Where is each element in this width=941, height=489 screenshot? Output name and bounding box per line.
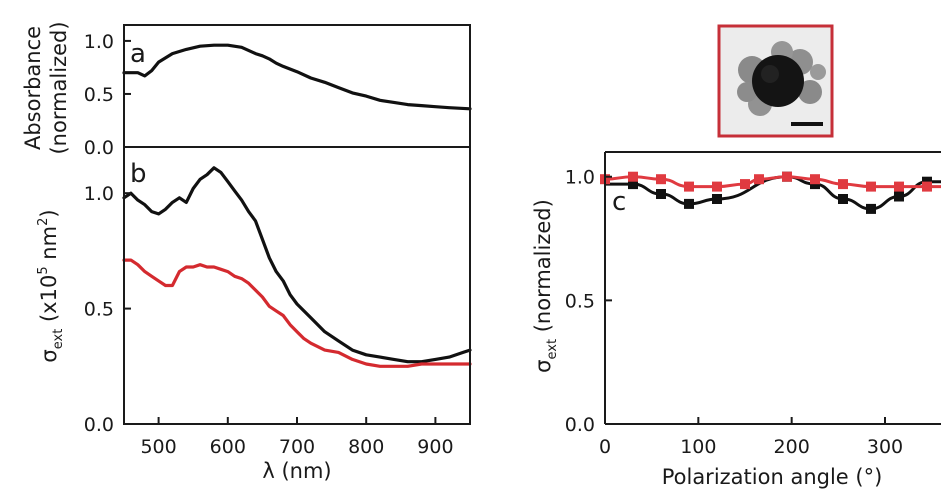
- panel-b-x-tick-label: 900: [417, 436, 453, 458]
- panel-a-letter: a: [130, 39, 146, 69]
- panel-b-ylabel-close: ): [37, 209, 61, 217]
- panel-c-ylabel-sigma: σ: [531, 360, 555, 373]
- panel-a-y-tick-label: 0.0: [84, 137, 114, 159]
- panel-c-ylabel-main: (normalized): [531, 199, 555, 339]
- panel-c-point-2: [740, 179, 750, 190]
- panel-c-x-tick-label: 0: [599, 436, 611, 458]
- panel-c: 0.0 0.5 1.0 0 100 200 300 c σext (normalized)…: [531, 151, 941, 489]
- panel-a-y-tick-label: 1.0: [84, 31, 114, 53]
- panel-b-x-tick-label: 600: [210, 436, 246, 458]
- panel-b-x-ticks: 500 600 700 800 900: [140, 417, 454, 458]
- panel-c-x-tick-label: 100: [680, 436, 716, 458]
- panel-c-y-tick-label: 0.5: [565, 290, 595, 312]
- panel-c-point-2: [810, 174, 820, 185]
- panel-c-point-2: [628, 171, 638, 182]
- panel-c-point-1: [656, 189, 666, 199]
- panel-c-point-2: [866, 181, 876, 192]
- panel-b: 0.0 0.5 1.0 500 600 700 800 900 b σext (x105 n…: [36, 146, 472, 483]
- panel-a-series-line-1: [122, 43, 472, 111]
- panel-c-point-1: [712, 194, 722, 204]
- panel-a-y-tick-label: 0.5: [84, 84, 114, 106]
- panel-c-point-2: [922, 181, 932, 192]
- panel-b-y-ticks: 0.0 0.5 1.0: [84, 183, 131, 436]
- panel-c-x-tick-label: 300: [867, 436, 903, 458]
- panel-c-ylabel-sub: ext: [545, 339, 560, 360]
- panel-b-frame: [123, 146, 471, 425]
- panel-b-x-tick-label: 700: [279, 436, 315, 458]
- panel-c-point-2: [684, 181, 694, 192]
- panel-b-y-tick-label: 0.0: [84, 414, 114, 436]
- panel-b-x-tick-label: 500: [140, 436, 176, 458]
- panel-c-point-2: [754, 174, 764, 185]
- panel-b-ylabel-main: (x10: [37, 275, 61, 329]
- panel-a-frame: [123, 24, 471, 148]
- panel-a-ylabel-line1: Absorbance: [21, 26, 45, 150]
- panel-b-ylabel: σext (x105 nm2): [36, 209, 66, 362]
- panel-c-point-2: [782, 171, 792, 182]
- panel-c-fit-curve-1: [605, 175, 941, 211]
- panel-c-point-2: [656, 174, 666, 185]
- panel-c-y-tick-label: 1.0: [565, 167, 595, 189]
- panel-b-xlabel: λ (nm): [262, 459, 331, 483]
- panel-c-point-1: [894, 191, 904, 202]
- panel-c-point-1: [838, 194, 848, 204]
- panel-b-y-tick-label: 0.5: [84, 299, 114, 321]
- panel-c-letter: c: [612, 187, 626, 217]
- panel-c-y-tick-label: 0.0: [565, 414, 595, 436]
- panel-a: 0.0 0.5 1.0 a Absorbance (normalized): [21, 21, 472, 159]
- panel-c-point-2: [894, 181, 904, 192]
- panel-c-ylabel: σext (normalized): [531, 199, 560, 373]
- panel-b-ylabel-exp: 5: [36, 266, 51, 274]
- panel-b-x-tick-label: 800: [348, 436, 384, 458]
- panel-b-series-line-1: [122, 166, 472, 364]
- panel-a-series: [122, 43, 472, 111]
- panel-b-series: [122, 166, 472, 368]
- panel-b-series-line-2: [122, 258, 472, 368]
- panel-b-ylabel-unit: nm: [37, 226, 61, 266]
- panel-b-ylabel-sigma: σ: [37, 349, 61, 362]
- panel-c-point-2: [712, 181, 722, 192]
- panel-c-point-1: [684, 198, 694, 209]
- panel-c-y-ticks: 0.0 0.5 1.0: [565, 167, 612, 436]
- panel-c-x-tick-label: 200: [774, 436, 810, 458]
- panel-a-ylabel-line2: (normalized): [47, 21, 71, 154]
- panel-c-point-1: [866, 203, 876, 214]
- panel-b-letter: b: [130, 159, 147, 189]
- panel-c-point-1: [628, 179, 638, 190]
- panel-a-y-ticks: 0.0 0.5 1.0: [84, 31, 131, 159]
- nanoparticle-inset: [717, 24, 834, 138]
- panel-b-ylabel-unit-exp: 2: [36, 218, 51, 226]
- nanoparticle-image: [737, 41, 826, 116]
- panel-c-xlabel: Polarization angle (°): [662, 465, 883, 489]
- panel-b-y-tick-label: 1.0: [84, 183, 114, 205]
- panel-b-ylabel-sub: ext: [51, 329, 66, 350]
- panel-c-series: [600, 171, 941, 214]
- panel-c-fit-curve-2: [603, 175, 941, 189]
- panel-c-point-2: [838, 179, 848, 190]
- panel-c-x-ticks: 0 100 200 300: [599, 417, 903, 458]
